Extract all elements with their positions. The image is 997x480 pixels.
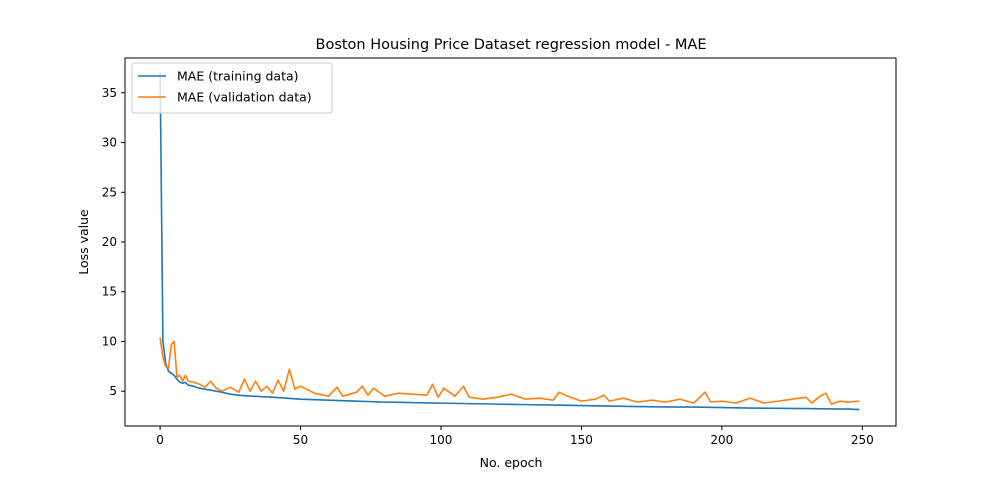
plot-area — [125, 58, 896, 426]
series-line-2 — [159, 337, 860, 405]
series-lines — [159, 72, 860, 411]
y-tick-label: 30 — [102, 136, 117, 150]
x-tick-label: 100 — [430, 433, 453, 447]
y-tick-label: 15 — [102, 285, 117, 299]
chart-title: Boston Housing Price Dataset regression … — [316, 37, 707, 53]
x-tick-label: 250 — [851, 433, 874, 447]
y-axis: 5 10 15 20 25 30 35 — [102, 86, 125, 398]
legend: MAE (training data) MAE (validation data) — [131, 62, 333, 114]
x-tick-label: 0 — [156, 433, 164, 447]
series-line-1 — [159, 72, 860, 411]
x-tick-label: 150 — [570, 433, 593, 447]
legend-label-2: MAE (validation data) — [177, 90, 312, 105]
y-tick-label: 10 — [102, 334, 117, 348]
y-tick-label: 5 — [109, 384, 117, 398]
legend-box — [131, 62, 333, 114]
x-tick-label: 50 — [293, 433, 308, 447]
plot-frame — [124, 57, 897, 427]
x-axis-label: No. epoch — [480, 455, 543, 470]
y-axis-label: Loss value — [76, 209, 91, 275]
y-tick-label: 35 — [102, 86, 117, 100]
x-axis: 0 50 100 150 200 250 — [156, 426, 874, 447]
x-tick-label: 200 — [710, 433, 733, 447]
legend-label-1: MAE (training data) — [177, 69, 299, 84]
y-tick-label: 25 — [102, 185, 117, 199]
y-tick-label: 20 — [102, 235, 117, 249]
